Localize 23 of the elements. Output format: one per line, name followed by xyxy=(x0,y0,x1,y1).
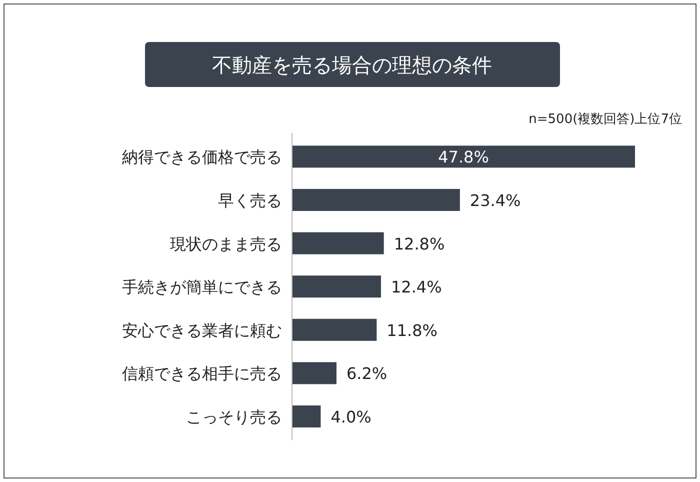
text: n=500(複数回答)上位7位 xyxy=(528,112,682,127)
data-label: 12.4% xyxy=(390,278,442,297)
y-tick-label: 現状のまま売る xyxy=(170,234,282,254)
y-tick-label: 早く売る xyxy=(218,190,282,210)
data-label: 47.8% xyxy=(438,148,489,167)
y-tick-label: 安心できる業者に頼む xyxy=(122,320,282,340)
bar xyxy=(292,362,336,384)
bar xyxy=(292,232,384,254)
y-tick-label: 納得できる価格で売る xyxy=(122,148,282,167)
data-label: 11.8% xyxy=(386,320,438,340)
data-label: 23.4% xyxy=(470,190,521,210)
chart-title: 不動産を売る場合の理想の条件 xyxy=(212,53,492,77)
bar xyxy=(292,276,381,298)
bar xyxy=(292,405,321,428)
y-tick-label: こっそり売る xyxy=(186,407,282,426)
y-tick-label: 手続きが簡単にできる xyxy=(122,278,282,297)
bar xyxy=(292,188,460,211)
bar xyxy=(292,318,377,341)
data-label: 6.2% xyxy=(346,364,388,384)
data-label: 4.0% xyxy=(330,407,372,426)
bar xyxy=(292,146,635,168)
data-label: 12.8% xyxy=(394,234,445,254)
y-tick-label: 信頼できる相手に売る xyxy=(122,364,282,384)
